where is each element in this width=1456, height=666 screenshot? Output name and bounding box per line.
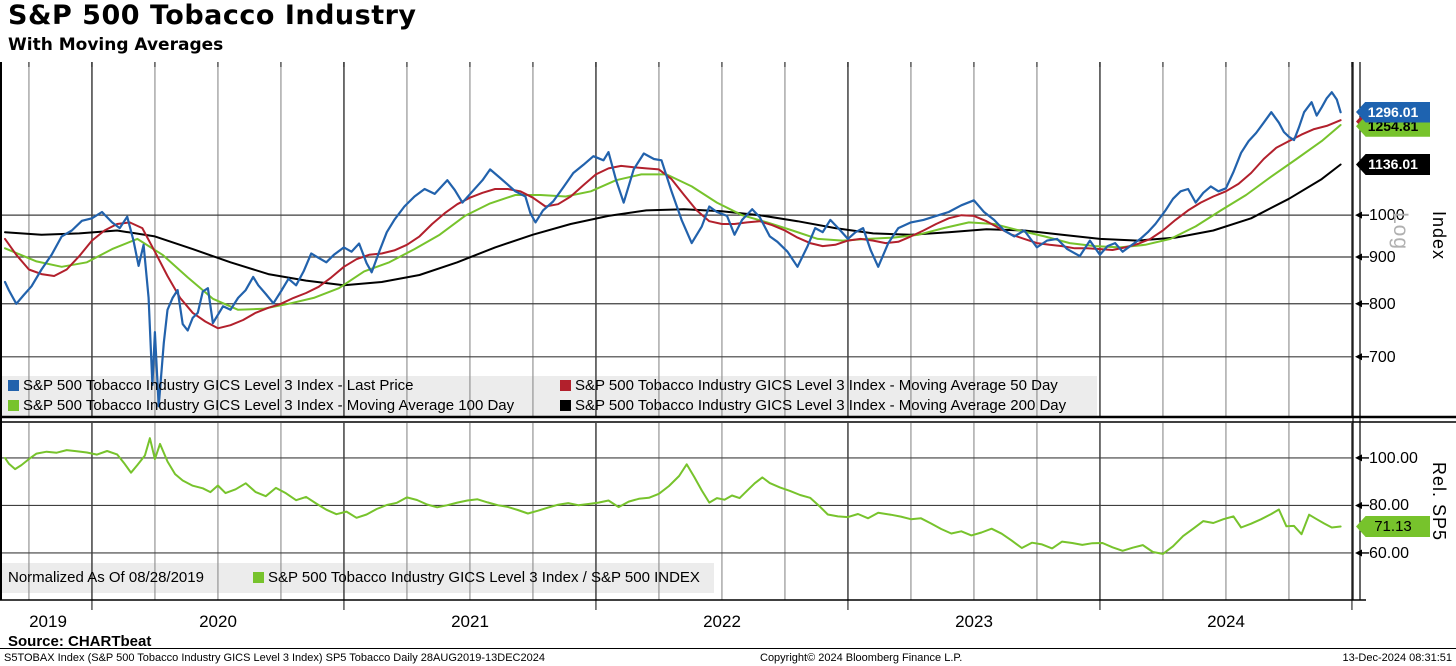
ma200-swatch-icon [560, 400, 571, 411]
ytick-700: 700 [1369, 349, 1396, 366]
ratio-normalized-note: Normalized As Of 08/28/2019 [8, 568, 204, 588]
legend-item-ratio: S&P 500 Tobacco Industry GICS Level 3 In… [253, 568, 700, 588]
source-label: Source: CHARTbeat [8, 633, 152, 650]
ytick-900: 900 [1369, 249, 1396, 266]
log-scale-label: Log [1389, 212, 1412, 251]
legend-label: S&P 500 Tobacco Industry GICS Level 3 In… [23, 397, 515, 414]
ytick-80: 80.00 [1369, 497, 1410, 514]
legend-label: S&P 500 Tobacco Industry GICS Level 3 In… [23, 377, 414, 394]
ytick-100: 100.00 [1369, 450, 1418, 467]
legend-item-ma100: S&P 500 Tobacco Industry GICS Level 3 In… [8, 396, 514, 416]
legend-item-last-price: S&P 500 Tobacco Industry GICS Level 3 In… [8, 376, 414, 396]
index-axis-title: Index [1429, 211, 1449, 261]
page-title: S&P 500 Tobacco Industry [8, 0, 417, 31]
legend-label: S&P 500 Tobacco Industry GICS Level 3 In… [268, 569, 700, 586]
xtick-2024: 2024 [1207, 612, 1245, 631]
ticker-description: S5TOBAX Index (S&P 500 Tobacco Industry … [4, 652, 545, 664]
last-price-badge: 1296.01 [1356, 101, 1430, 123]
legend-label: S&P 500 Tobacco Industry GICS Level 3 In… [575, 397, 1067, 414]
ytick-60: 60.00 [1369, 545, 1410, 562]
ma200-price-badge: 1136.01 [1356, 154, 1430, 175]
xtick-2023: 2023 [955, 612, 993, 631]
legend-item-ma50: S&P 500 Tobacco Industry GICS Level 3 In… [560, 376, 1058, 396]
copyright-notice: Copyright© 2024 Bloomberg Finance L.P. [760, 652, 963, 664]
xtick-2021: 2021 [451, 612, 489, 631]
legend-item-ma200: S&P 500 Tobacco Industry GICS Level 3 In… [560, 396, 1066, 416]
xtick-2019: 2019 [29, 612, 67, 631]
ytick-1000: 1000 [1369, 207, 1405, 224]
timestamp: 13-Dec-2024 08:31:51 [1342, 652, 1452, 664]
normalized-as-of-label: Normalized As Of 08/28/2019 [8, 569, 204, 586]
xtick-2022: 2022 [703, 612, 741, 631]
legend-label: S&P 500 Tobacco Industry GICS Level 3 In… [575, 377, 1058, 394]
ratio-legend: Normalized As Of 08/28/2019 S&P 500 Toba… [0, 563, 714, 593]
footer-divider [0, 648, 1456, 649]
ratio-value-badge: 71.13 [1356, 516, 1430, 537]
ytick-800: 800 [1369, 296, 1396, 313]
ma100-swatch-icon [8, 400, 19, 411]
main-legend: S&P 500 Tobacco Industry GICS Level 3 In… [0, 376, 1097, 416]
ratio-swatch-icon [253, 572, 264, 583]
xtick-2020: 2020 [199, 612, 237, 631]
page-subtitle: With Moving Averages [8, 35, 224, 55]
ma50-swatch-icon [560, 380, 571, 391]
rel-sp5-axis-title: Rel. SP5 [1429, 462, 1449, 542]
last-price-swatch-icon [8, 380, 19, 391]
